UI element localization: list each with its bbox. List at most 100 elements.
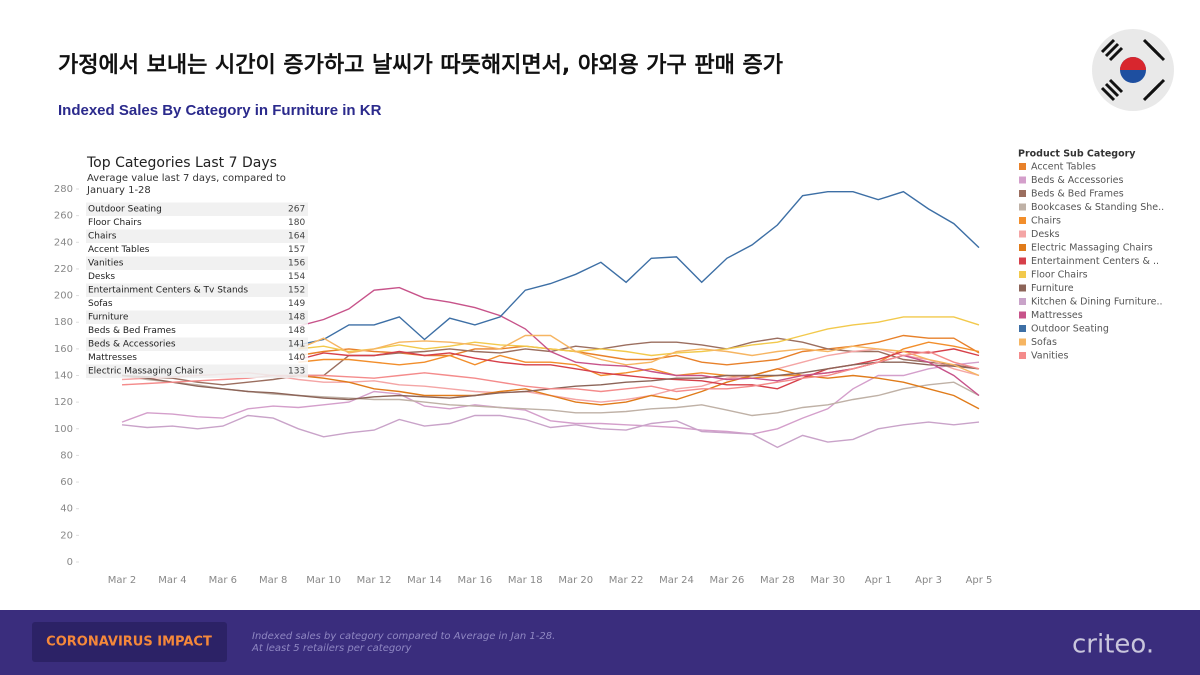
x-tick-label: Mar 18 — [508, 575, 543, 586]
legend-label: Sofas — [1031, 337, 1057, 348]
table-value: 133 — [288, 367, 305, 377]
table-value: 157 — [288, 245, 305, 255]
x-tick-label: Mar 2 — [108, 575, 136, 586]
series-line — [298, 190, 980, 346]
table-value: 148 — [288, 326, 305, 336]
legend-label: Mattresses — [1031, 310, 1083, 321]
legend-label: Accent Tables — [1031, 162, 1096, 173]
table-subtitle: January 1-28 — [86, 185, 151, 196]
table-name: Electric Massaging Chairs — [88, 367, 204, 377]
table-row-bg — [86, 337, 308, 351]
table-value: 154 — [288, 272, 305, 282]
table-name: Chairs — [88, 232, 117, 242]
legend-label: Beds & Accessories — [1031, 175, 1124, 186]
x-tick-label: Mar 14 — [407, 575, 442, 586]
legend-swatch — [1019, 163, 1026, 170]
legend-label: Entertainment Centers & .. — [1031, 256, 1159, 267]
legend-label: Kitchen & Dining Furniture.. — [1031, 297, 1163, 308]
x-tick-label: Mar 26 — [710, 575, 745, 586]
legend-swatch — [1019, 284, 1026, 292]
legend-swatch — [1019, 176, 1026, 184]
headline: 가정에서 보내는 시간이 증가하고 날씨가 따뜻해지면서, 야외용 가구 판매 … — [58, 53, 783, 78]
table-name: Vanities — [88, 259, 124, 269]
table-name: Beds & Bed Frames — [88, 326, 176, 336]
table-value: 156 — [288, 259, 305, 269]
table-row-bg — [86, 256, 308, 270]
table-value: 164 — [288, 232, 305, 242]
table-title: Top Categories Last 7 Days — [86, 155, 277, 171]
y-tick-label: 60 — [60, 477, 73, 488]
y-tick-label: 0 — [67, 557, 73, 568]
legend-swatch — [1019, 190, 1026, 197]
x-tick-label: Mar 4 — [158, 575, 186, 586]
x-tick-label: Mar 12 — [357, 575, 392, 586]
legend-swatch — [1019, 230, 1026, 238]
legend-label: Floor Chairs — [1031, 270, 1088, 281]
table-name: Outdoor Seating — [88, 205, 162, 215]
legend-label: Beds & Bed Frames — [1031, 189, 1124, 200]
legend-swatch — [1019, 271, 1026, 278]
table-value: 149 — [288, 299, 305, 309]
chart-title: Indexed Sales By Category in Furniture i… — [58, 102, 382, 119]
series-line — [298, 316, 980, 357]
y-tick-label: 280 — [54, 184, 73, 195]
y-tick-label: 220 — [54, 264, 73, 275]
legend-swatch — [1019, 244, 1026, 251]
y-tick-label: 40 — [60, 504, 73, 515]
y-tick-label: 180 — [54, 317, 73, 328]
y-tick-label: 140 — [54, 371, 73, 382]
legend-swatch — [1019, 311, 1026, 319]
legend-title: Product Sub Category — [1018, 149, 1136, 160]
legend-swatch — [1019, 217, 1026, 224]
table-name: Entertainment Centers & Tv Stands — [88, 286, 248, 296]
table-row-bg — [86, 283, 308, 297]
table-value: 141 — [288, 340, 305, 350]
x-tick-label: Apr 3 — [915, 575, 942, 586]
legend-label: Chairs — [1031, 216, 1061, 227]
table-value: 267 — [288, 205, 305, 215]
footer-note: At least 5 retailers per category — [251, 643, 412, 654]
x-tick-label: Apr 5 — [966, 575, 993, 586]
table-name: Floor Chairs — [88, 218, 142, 228]
series-line — [298, 348, 980, 390]
legend-swatch — [1019, 325, 1026, 332]
series-line — [121, 374, 980, 417]
series-line — [298, 368, 980, 410]
x-tick-label: Mar 30 — [810, 575, 845, 586]
flag — [1092, 29, 1174, 111]
legend-label: Outdoor Seating — [1031, 324, 1109, 335]
y-tick-label: 100 — [54, 424, 73, 435]
table-name: Beds & Accessories — [88, 340, 176, 350]
legend-label: Desks — [1031, 229, 1060, 240]
table-row-bg — [86, 364, 308, 378]
x-tick-label: Mar 16 — [457, 575, 492, 586]
series-line — [121, 361, 980, 435]
series-line — [298, 334, 980, 377]
x-tick-label: Mar 24 — [659, 575, 694, 586]
legend-label: Electric Massaging Chairs — [1031, 243, 1153, 254]
table-name: Furniture — [88, 313, 129, 323]
x-tick-label: Mar 20 — [558, 575, 593, 586]
logo: criteo. — [1072, 630, 1154, 660]
table-row-bg — [86, 310, 308, 324]
legend-label: Vanities — [1031, 351, 1068, 362]
table-row-bg — [86, 270, 308, 284]
table-row-bg — [86, 324, 308, 338]
table-value: 148 — [288, 313, 305, 323]
footer-note: Indexed sales by category compared to Av… — [252, 631, 555, 642]
x-tick-label: Mar 6 — [209, 575, 237, 586]
table-value: 152 — [288, 286, 305, 296]
table-subtitle: Average value last 7 days, compared to — [87, 173, 286, 184]
y-tick-label: 160 — [54, 344, 73, 355]
x-tick-label: Mar 22 — [609, 575, 644, 586]
series-line — [121, 414, 980, 449]
x-tick-label: Apr 1 — [865, 575, 892, 586]
table-value: 180 — [288, 218, 305, 228]
legend-swatch — [1019, 298, 1026, 305]
legend-label: Furniture — [1031, 283, 1074, 294]
table-row-bg — [86, 202, 308, 216]
table-name: Sofas — [88, 299, 113, 309]
badge — [32, 622, 227, 662]
x-tick-label: Mar 28 — [760, 575, 795, 586]
